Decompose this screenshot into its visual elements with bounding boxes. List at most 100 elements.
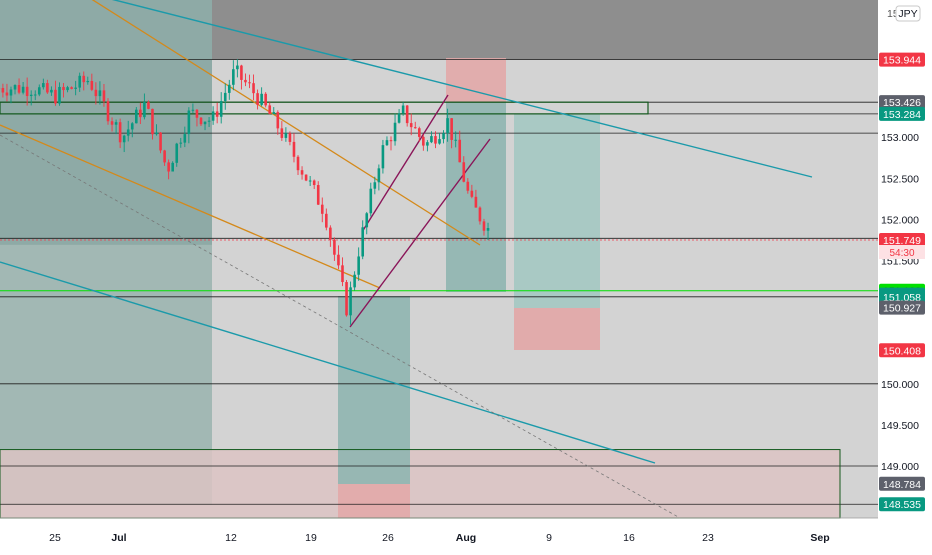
- candle-body: [123, 136, 126, 143]
- candle-body: [256, 93, 259, 105]
- candle-body: [54, 90, 57, 104]
- candle-body: [46, 83, 49, 92]
- price-badge-label: 150.408: [883, 345, 921, 357]
- candle-body: [260, 94, 263, 105]
- position-box-green-1: [0, 0, 212, 245]
- candle-body: [14, 85, 17, 89]
- price-badge-label: 153.944: [883, 55, 921, 67]
- candle-body: [402, 106, 405, 114]
- candle-body: [394, 123, 397, 141]
- candle-body: [301, 170, 304, 174]
- candle-body: [216, 111, 219, 116]
- candle-body: [10, 89, 13, 95]
- candle-body: [107, 101, 110, 121]
- candle-body: [22, 87, 25, 93]
- candle-body: [91, 81, 94, 90]
- candle-body: [175, 144, 178, 163]
- candle-body: [325, 214, 328, 228]
- candle-body: [272, 112, 275, 114]
- price-badge-label: 148.535: [883, 499, 921, 511]
- candle-body: [127, 129, 130, 135]
- time-tick-label: 19: [305, 532, 317, 544]
- candle-body: [297, 157, 300, 170]
- candle-body: [139, 110, 142, 117]
- candle-body: [281, 128, 284, 138]
- time-tick-label: 25: [49, 532, 61, 544]
- candle-body: [18, 85, 21, 93]
- time-tick-label: Sep: [810, 532, 829, 544]
- candle-body: [163, 150, 166, 162]
- candle-body: [240, 66, 243, 80]
- support-zone-red: [0, 450, 840, 518]
- candle-body: [6, 93, 9, 96]
- time-tick-label: 12: [225, 532, 237, 544]
- candle-body: [313, 181, 316, 186]
- price-tick-label: 150.000: [881, 379, 919, 391]
- candle-body: [119, 122, 122, 142]
- candle-body: [317, 185, 320, 205]
- candle-body: [361, 227, 364, 256]
- candle-body: [95, 90, 98, 96]
- countdown-label: 54:30: [889, 248, 914, 259]
- candle-body: [410, 123, 413, 127]
- candle-body: [171, 163, 174, 172]
- candle-body: [103, 90, 106, 101]
- candle-body: [337, 255, 340, 266]
- candle-body: [406, 106, 409, 124]
- candle-body: [471, 191, 474, 197]
- candle-body: [398, 113, 401, 122]
- candle-body: [248, 82, 251, 83]
- candle-body: [115, 122, 118, 125]
- price-badge-label: 153.284: [883, 109, 921, 121]
- candle-body: [131, 123, 134, 129]
- price-badge: 153.944: [879, 53, 925, 67]
- candle-body: [70, 87, 73, 89]
- candle-body: [369, 189, 372, 214]
- candle-body: [285, 133, 288, 138]
- candle-body: [147, 102, 150, 109]
- candle-body: [374, 182, 377, 188]
- candle-body: [454, 140, 457, 141]
- price-tick-label: 149.500: [881, 420, 919, 432]
- candle-body: [438, 139, 441, 144]
- candle-body: [277, 112, 280, 128]
- candle-body: [353, 275, 356, 288]
- candle-body: [99, 90, 102, 96]
- candle-body: [232, 69, 235, 85]
- candle-body: [333, 240, 336, 255]
- current-price-badge: 54:30: [879, 245, 925, 259]
- candle-body: [50, 90, 53, 93]
- time-tick-label: 26: [382, 532, 394, 544]
- price-badge: 153.284: [879, 107, 925, 121]
- candle-body: [475, 197, 478, 208]
- time-tick-label: 9: [546, 532, 552, 544]
- candle-body: [204, 122, 207, 125]
- candle-body: [414, 127, 417, 128]
- candle-body: [196, 110, 199, 118]
- candle-body: [78, 76, 81, 88]
- time-tick-label: Jul: [111, 532, 126, 544]
- candle-body: [418, 128, 421, 137]
- candle-body: [236, 66, 239, 70]
- price-tick-label: 153.000: [881, 132, 919, 144]
- time-tick-label: Aug: [456, 532, 476, 544]
- candle-body: [386, 140, 389, 145]
- position-box-projection-green: [514, 114, 600, 308]
- candle-body: [345, 282, 348, 315]
- candle-body: [430, 136, 433, 142]
- candle-body: [26, 87, 29, 96]
- candle-body: [252, 83, 255, 93]
- price-badge: 150.927: [879, 301, 925, 315]
- candle-body: [341, 265, 344, 282]
- candle-body: [86, 81, 89, 82]
- position-box-projection-red: [514, 308, 600, 350]
- candle-body: [349, 287, 352, 315]
- candle-body: [442, 133, 445, 139]
- price-badge: 150.408: [879, 343, 925, 357]
- candle-body: [208, 121, 211, 122]
- candle-body: [309, 181, 312, 182]
- currency-label: JPY: [898, 8, 917, 20]
- candle-body: [382, 145, 385, 168]
- candle-body: [58, 87, 61, 104]
